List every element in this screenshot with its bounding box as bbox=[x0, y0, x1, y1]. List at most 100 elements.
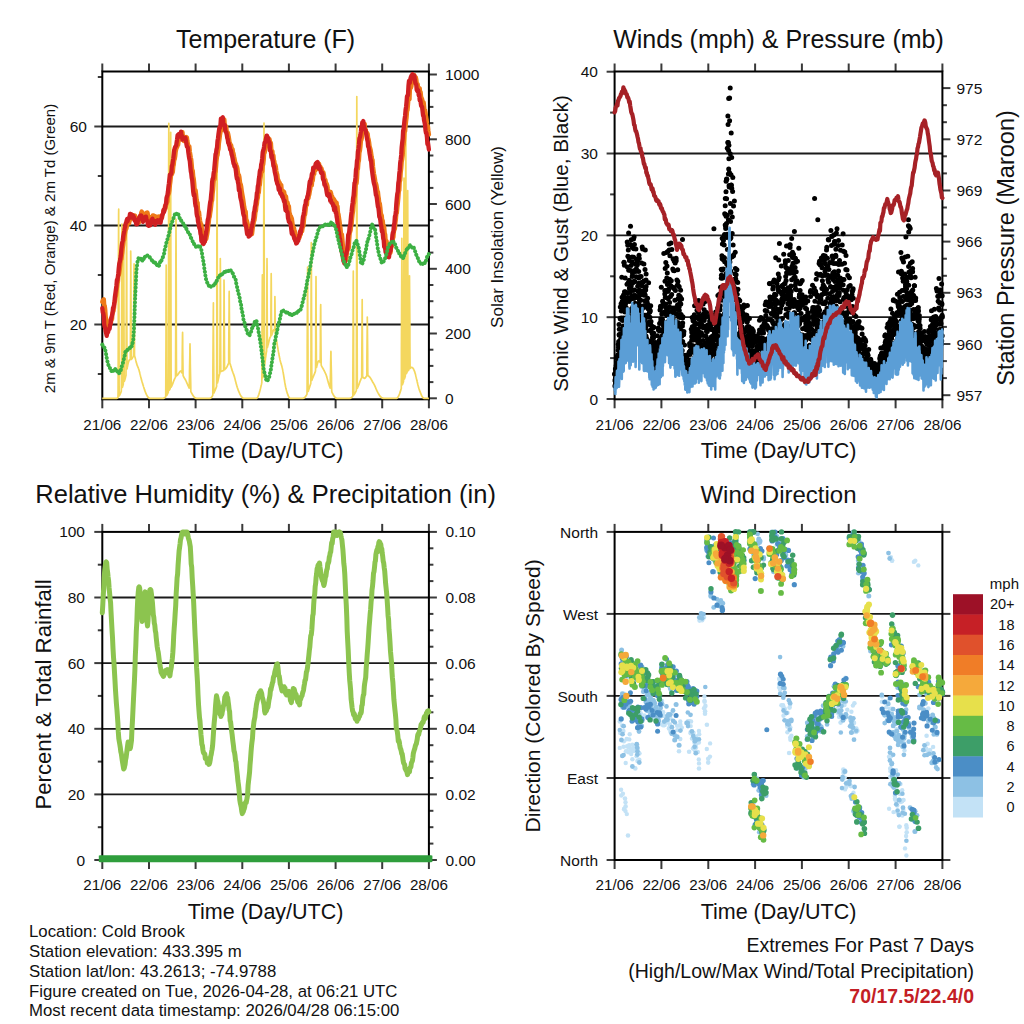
svg-text:26/06: 26/06 bbox=[317, 876, 355, 893]
svg-text:(High/Low/Max Wind/Total Preci: (High/Low/Max Wind/Total Precipitation) bbox=[628, 960, 974, 982]
svg-text:28/06: 28/06 bbox=[923, 416, 961, 433]
svg-text:25/06: 25/06 bbox=[783, 416, 821, 433]
svg-text:25/06: 25/06 bbox=[270, 876, 308, 893]
svg-text:400: 400 bbox=[445, 260, 471, 277]
svg-text:East: East bbox=[567, 770, 599, 787]
svg-text:Winds (mph) & Pressure (mb): Winds (mph) & Pressure (mb) bbox=[613, 25, 944, 53]
svg-text:70/17.5/22.4/0: 70/17.5/22.4/0 bbox=[849, 985, 974, 1007]
svg-text:Most recent data timestamp: 20: Most recent data timestamp: 2026/04/28 0… bbox=[29, 1001, 399, 1020]
svg-text:Location: Cold Brook: Location: Cold Brook bbox=[29, 922, 185, 941]
svg-text:22/06: 22/06 bbox=[642, 876, 680, 893]
svg-text:975: 975 bbox=[957, 80, 983, 97]
svg-text:969: 969 bbox=[957, 182, 983, 199]
svg-text:23/06: 23/06 bbox=[689, 876, 727, 893]
svg-text:Time (Day/UTC): Time (Day/UTC) bbox=[188, 439, 344, 463]
svg-text:27/06: 27/06 bbox=[363, 416, 401, 433]
svg-text:Wind Direction: Wind Direction bbox=[700, 481, 856, 508]
svg-text:21/06: 21/06 bbox=[596, 416, 634, 433]
svg-text:0.02: 0.02 bbox=[446, 786, 476, 803]
svg-text:24/06: 24/06 bbox=[223, 876, 261, 893]
svg-text:27/06: 27/06 bbox=[877, 416, 915, 433]
svg-text:800: 800 bbox=[445, 131, 471, 148]
svg-text:60: 60 bbox=[68, 655, 86, 672]
svg-text:40: 40 bbox=[581, 63, 599, 80]
svg-text:23/06: 23/06 bbox=[177, 876, 215, 893]
svg-text:200: 200 bbox=[445, 325, 471, 342]
svg-text:2m & 9m T (Red, Orange) & 2m T: 2m & 9m T (Red, Orange) & 2m Td (Green) bbox=[41, 104, 58, 393]
svg-text:27/06: 27/06 bbox=[363, 876, 401, 893]
svg-text:26/06: 26/06 bbox=[317, 416, 355, 433]
svg-text:20+: 20+ bbox=[990, 596, 1015, 612]
svg-text:23/06: 23/06 bbox=[177, 416, 215, 433]
svg-text:0.08: 0.08 bbox=[446, 589, 476, 606]
svg-text:10: 10 bbox=[998, 698, 1014, 714]
svg-text:26/06: 26/06 bbox=[830, 876, 868, 893]
svg-text:Figure created on Tue, 2026-04: Figure created on Tue, 2026-04-28, at 06… bbox=[29, 982, 397, 1001]
svg-text:Time (Day/UTC): Time (Day/UTC) bbox=[701, 439, 857, 463]
svg-text:600: 600 bbox=[445, 196, 471, 213]
svg-text:8: 8 bbox=[1006, 718, 1014, 734]
svg-text:0.10: 0.10 bbox=[446, 523, 477, 540]
svg-text:24/06: 24/06 bbox=[223, 416, 261, 433]
svg-text:20: 20 bbox=[581, 227, 599, 244]
svg-text:972: 972 bbox=[957, 131, 983, 148]
svg-text:0: 0 bbox=[76, 852, 85, 869]
svg-text:0.00: 0.00 bbox=[446, 852, 477, 869]
svg-text:South: South bbox=[557, 688, 598, 705]
svg-text:6: 6 bbox=[1006, 738, 1014, 754]
svg-text:24/06: 24/06 bbox=[736, 876, 774, 893]
svg-text:1000: 1000 bbox=[445, 66, 480, 83]
svg-text:0.06: 0.06 bbox=[446, 655, 476, 672]
svg-text:20: 20 bbox=[68, 786, 86, 803]
svg-text:Sonic Wind & Gust (Blue, Black: Sonic Wind & Gust (Blue, Black) bbox=[549, 95, 572, 392]
svg-text:21/06: 21/06 bbox=[83, 876, 121, 893]
svg-text:26/06: 26/06 bbox=[830, 416, 868, 433]
svg-text:100: 100 bbox=[59, 523, 85, 540]
svg-text:22/06: 22/06 bbox=[130, 416, 168, 433]
svg-text:Time (Day/UTC): Time (Day/UTC) bbox=[701, 900, 857, 924]
svg-text:25/06: 25/06 bbox=[783, 876, 821, 893]
svg-text:21/06: 21/06 bbox=[83, 416, 121, 433]
svg-text:Time (Day/UTC): Time (Day/UTC) bbox=[188, 900, 344, 924]
svg-text:22/06: 22/06 bbox=[130, 876, 168, 893]
svg-text:30: 30 bbox=[581, 145, 599, 162]
svg-text:0: 0 bbox=[1006, 799, 1014, 815]
svg-text:2: 2 bbox=[1006, 779, 1014, 795]
svg-text:80: 80 bbox=[68, 589, 86, 606]
svg-text:28/06: 28/06 bbox=[410, 876, 448, 893]
svg-text:Station elevation: 433.395 m: Station elevation: 433.395 m bbox=[29, 942, 242, 961]
svg-text:22/06: 22/06 bbox=[642, 416, 680, 433]
svg-text:12: 12 bbox=[998, 678, 1014, 694]
svg-text:Station Pressure (Maroon): Station Pressure (Maroon) bbox=[993, 110, 1019, 386]
svg-text:27/06: 27/06 bbox=[877, 876, 915, 893]
svg-text:Percent & Total Rainfall: Percent & Total Rainfall bbox=[31, 579, 56, 809]
svg-text:60: 60 bbox=[70, 118, 88, 135]
svg-text:0: 0 bbox=[445, 390, 454, 407]
svg-text:966: 966 bbox=[957, 233, 983, 250]
svg-text:40: 40 bbox=[70, 217, 88, 234]
svg-text:10: 10 bbox=[581, 309, 599, 326]
svg-text:Station lat/lon: 43.2613; -74.: Station lat/lon: 43.2613; -74.9788 bbox=[29, 962, 276, 981]
svg-text:21/06: 21/06 bbox=[596, 876, 634, 893]
svg-text:mph: mph bbox=[990, 575, 1019, 592]
svg-text:23/06: 23/06 bbox=[689, 416, 727, 433]
svg-text:28/06: 28/06 bbox=[923, 876, 961, 893]
svg-text:24/06: 24/06 bbox=[736, 416, 774, 433]
svg-text:20: 20 bbox=[70, 316, 88, 333]
svg-text:Solar Insolation (Yellow): Solar Insolation (Yellow) bbox=[488, 146, 507, 328]
svg-text:West: West bbox=[563, 606, 599, 623]
svg-text:16: 16 bbox=[998, 637, 1014, 653]
svg-text:957: 957 bbox=[957, 387, 983, 404]
svg-text:963: 963 bbox=[957, 284, 983, 301]
svg-text:14: 14 bbox=[998, 657, 1014, 673]
svg-text:Relative Humidity (%) & Precip: Relative Humidity (%) & Precipitation (i… bbox=[35, 480, 496, 508]
svg-text:25/06: 25/06 bbox=[270, 416, 308, 433]
svg-text:Temperature (F): Temperature (F) bbox=[176, 25, 355, 53]
svg-text:0.04: 0.04 bbox=[446, 720, 477, 737]
svg-text:18: 18 bbox=[998, 617, 1014, 633]
svg-text:40: 40 bbox=[68, 720, 86, 737]
svg-text:North: North bbox=[560, 852, 598, 869]
svg-text:0: 0 bbox=[589, 391, 598, 408]
svg-text:Extremes For Past 7 Days: Extremes For Past 7 Days bbox=[746, 934, 974, 956]
svg-text:960: 960 bbox=[957, 336, 983, 353]
